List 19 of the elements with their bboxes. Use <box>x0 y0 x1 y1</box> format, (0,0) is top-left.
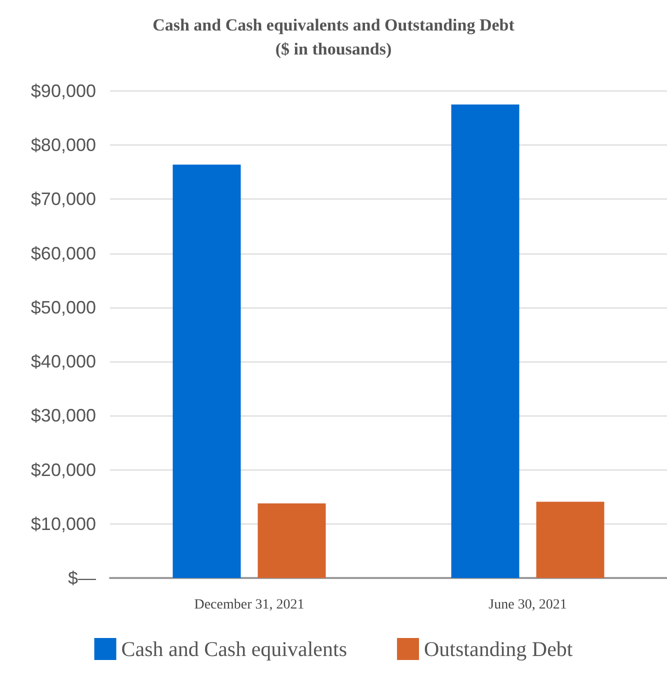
y-tick-label: $30,000 <box>30 406 96 426</box>
bar <box>258 503 326 578</box>
y-tick-label: $80,000 <box>30 135 96 156</box>
x-tick-label: June 30, 2021 <box>488 598 567 612</box>
legend-label: Outstanding Debt <box>424 637 573 661</box>
y-tick-label: $40,000 <box>30 352 96 372</box>
legend-label: Cash and Cash equivalents <box>121 637 347 661</box>
y-tick-label: $70,000 <box>30 189 96 210</box>
y-tick-label: $— <box>68 568 96 588</box>
bar <box>536 502 604 578</box>
y-tick-label: $20,000 <box>30 460 96 480</box>
bar <box>451 104 520 578</box>
y-tick-label: $10,000 <box>30 514 96 534</box>
y-tick-label: $90,000 <box>30 81 96 101</box>
chart-title: Cash and Cash equivalents and Outstanding Debt ($ in thousands) <box>152 16 515 58</box>
bar <box>172 164 241 578</box>
y-tick-label: $50,000 <box>30 297 96 318</box>
x-tick-label: December 31, 2021 <box>194 598 304 612</box>
y-tick-label: $60,000 <box>30 243 96 264</box>
